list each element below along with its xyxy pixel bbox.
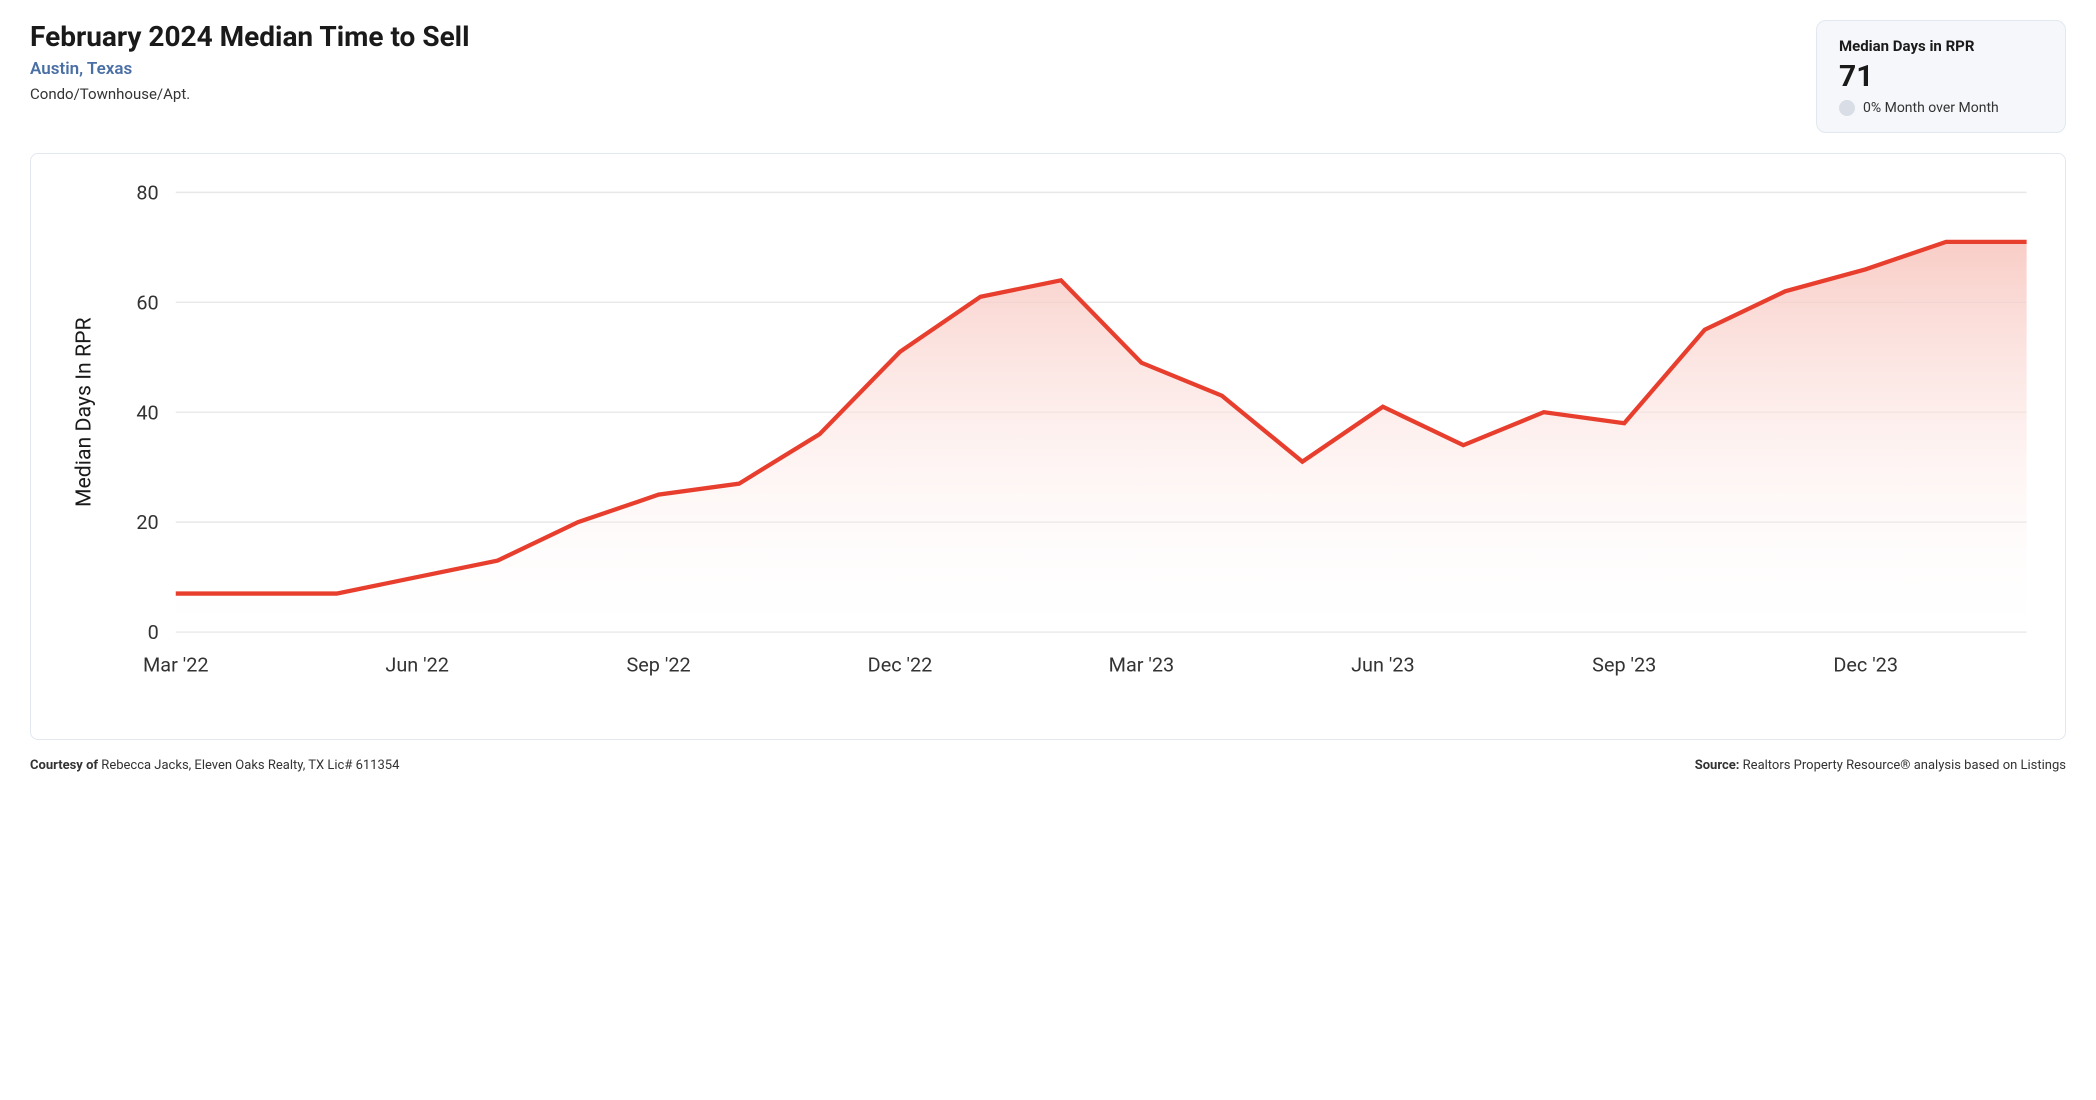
y-tick-label: 80 (136, 181, 158, 204)
page-title: February 2024 Median Time to Sell (30, 20, 1816, 53)
title-block: February 2024 Median Time to Sell Austin… (30, 20, 1816, 103)
x-tick-label: Sep '23 (1592, 654, 1656, 677)
median-days-area-chart: 0 20 40 60 80 Median Days In RPR Mar '22 Jun '2… (41, 164, 2055, 689)
location-subtitle: Austin, Texas (30, 59, 1816, 79)
y-tick-label: 40 (136, 401, 158, 424)
y-tick-label: 60 (136, 291, 158, 314)
source-value: Realtors Property Resource® analysis bas… (1739, 758, 2066, 773)
courtesy-value: Rebecca Jacks, Eleven Oaks Realty, TX Li… (98, 758, 399, 773)
property-type: Condo/Townhouse/Apt. (30, 85, 1816, 103)
source-text: Source: Realtors Property Resource® anal… (1695, 758, 2066, 773)
y-axis-label: Median Days In RPR (72, 317, 97, 507)
courtesy-label: Courtesy of (30, 758, 98, 773)
x-tick-label: Mar '22 (143, 654, 209, 677)
header-row: February 2024 Median Time to Sell Austin… (30, 20, 2066, 133)
x-tick-label: Dec '23 (1833, 654, 1898, 677)
stat-change: 0% Month over Month (1839, 100, 2043, 116)
x-tick-label: Mar '23 (1109, 654, 1175, 677)
source-label: Source: (1695, 758, 1740, 773)
y-tick-label: 20 (136, 511, 158, 534)
x-tick-label: Jun '23 (1351, 654, 1415, 677)
stat-change-text: 0% Month over Month (1863, 100, 1999, 116)
change-indicator-icon (1839, 100, 1855, 116)
stat-label: Median Days in RPR (1839, 37, 2043, 55)
y-tick-label: 0 (148, 621, 159, 644)
stat-value: 71 (1839, 59, 2043, 94)
stat-box: Median Days in RPR 71 0% Month over Mont… (1816, 20, 2066, 133)
footer-row: Courtesy of Rebecca Jacks, Eleven Oaks R… (30, 758, 2066, 773)
x-tick-label: Sep '22 (627, 654, 691, 677)
x-tick-label: Dec '22 (868, 654, 933, 677)
x-tick-label: Jun '22 (385, 654, 449, 677)
chart-container: 0 20 40 60 80 Median Days In RPR Mar '22 Jun '2… (30, 153, 2066, 740)
chart-area-fill (176, 242, 2027, 632)
courtesy-text: Courtesy of Rebecca Jacks, Eleven Oaks R… (30, 758, 399, 773)
